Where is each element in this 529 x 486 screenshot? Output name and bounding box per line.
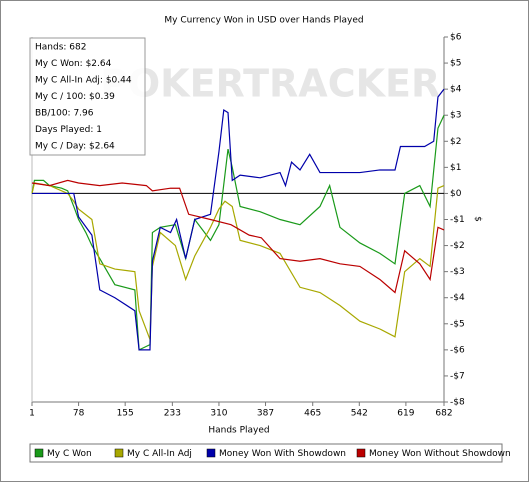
x-tick-label: 542: [351, 409, 368, 419]
y-tick-label: -$6: [450, 345, 465, 355]
legend-box: [29, 443, 503, 463]
y-tick-label: -$3: [450, 267, 465, 277]
stats-line: My C All-In Adj: $0.44: [35, 76, 132, 86]
stats-line: Days Played: 1: [35, 125, 102, 135]
stats-line: Hands: 682: [35, 43, 86, 53]
series-line: [32, 88, 445, 351]
y-tick-label: -$8: [450, 398, 465, 408]
x-tick-label: 387: [257, 409, 274, 419]
stats-box: [29, 37, 146, 156]
stats-line: My C / 100: $0.39: [35, 92, 115, 102]
x-tick-label: 682: [435, 409, 452, 419]
legend-label: Money Won Without Showdown: [369, 449, 511, 459]
legend-swatch: [34, 448, 44, 458]
x-tick-label: 78: [73, 409, 85, 419]
legend-label: My C Won: [47, 449, 92, 459]
stats-line: BB/100: 7.96: [35, 109, 94, 119]
y-tick-label: $1: [450, 163, 461, 173]
legend-label: My C All-In Adj: [127, 449, 192, 459]
y-tick-label: $2: [450, 137, 461, 147]
x-tick-label: 619: [397, 409, 414, 419]
y-tick-label: $3: [450, 111, 461, 121]
legend-swatch: [114, 448, 124, 458]
x-tick-label: 155: [117, 409, 134, 419]
y-tick-label: -$4: [450, 293, 465, 303]
chart-title: My Currency Won in USD over Hands Played: [164, 16, 363, 26]
x-tick-label: 310: [210, 409, 227, 419]
x-tick-label: 1: [29, 409, 35, 419]
watermark: POKERTRACKER: [100, 62, 440, 106]
stats-line: My C / Day: $2.64: [35, 142, 115, 152]
legend-swatch: [206, 448, 216, 458]
y-tick-label: -$7: [450, 371, 465, 381]
x-tick-label: 233: [164, 409, 181, 419]
legend-label: Money Won With Showdown: [219, 449, 346, 459]
y-tick-label: -$5: [450, 319, 465, 329]
x-axis-label: Hands Played: [208, 426, 269, 436]
series-line: [31, 182, 445, 340]
y-tick-label: $5: [450, 59, 461, 69]
x-tick-label: 465: [304, 409, 321, 419]
y-tick-label: $4: [450, 85, 462, 95]
stats-line: My C Won: $2.64: [35, 59, 112, 69]
y-tick-label: $6: [450, 33, 462, 43]
legend-swatch: [356, 448, 366, 458]
y-axis-label: $: [473, 216, 483, 222]
series-line: [31, 179, 445, 294]
y-tick-label: -$1: [450, 215, 465, 225]
y-tick-label: -$2: [450, 241, 465, 251]
y-tick-label: $0: [450, 189, 462, 199]
